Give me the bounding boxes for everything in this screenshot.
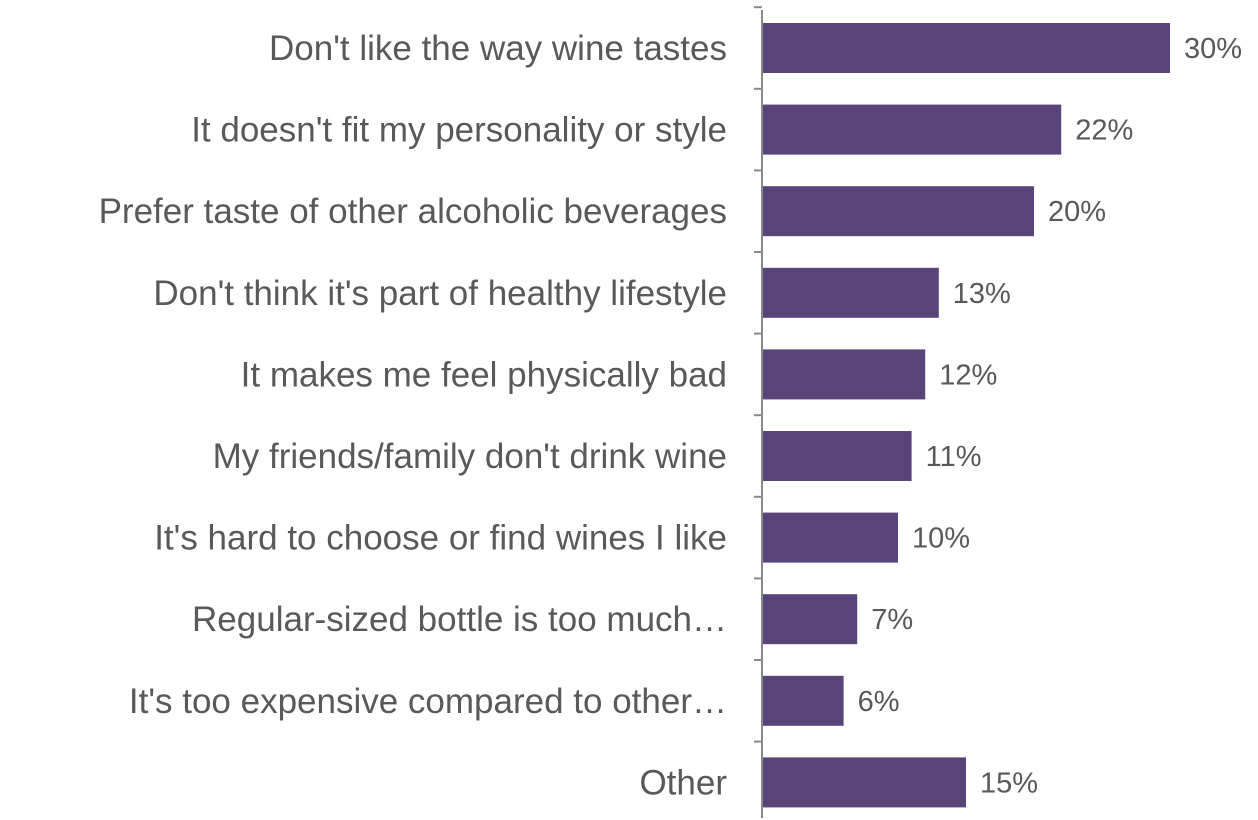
bar	[762, 512, 898, 563]
data-label: 22%	[1075, 115, 1133, 147]
category-label: My friends/family don't drink wine	[213, 437, 727, 476]
data-label: 10%	[912, 523, 970, 555]
bar	[762, 104, 1062, 155]
bars-layer	[762, 23, 1170, 808]
category-label: It's hard to choose or find wines I like	[154, 519, 727, 558]
data-label: 11%	[926, 441, 982, 473]
bar	[762, 757, 966, 808]
category-label: Don't like the way wine tastes	[269, 29, 727, 68]
category-label: It doesn't fit my personality or style	[191, 111, 727, 150]
bar	[762, 267, 939, 318]
bar	[762, 594, 858, 645]
bar	[762, 23, 1170, 73]
bar	[762, 186, 1034, 237]
category-label: Other	[639, 763, 727, 802]
category-label: Regular-sized bottle is too much…	[192, 600, 727, 639]
category-label: It's too expensive compared to other…	[129, 682, 727, 721]
category-label: Prefer taste of other alcoholic beverage…	[99, 192, 727, 231]
data-label: 12%	[939, 359, 997, 391]
data-label: 7%	[871, 604, 913, 636]
bar	[762, 675, 844, 726]
data-label: 13%	[953, 278, 1011, 310]
category-label: It makes me feel physically bad	[241, 355, 727, 394]
bar	[762, 431, 912, 481]
data-label: 30%	[1184, 33, 1242, 65]
data-label: 15%	[980, 767, 1038, 799]
labels-layer: Don't like the way wine tastes 30% It does…	[99, 29, 1242, 802]
bar	[762, 349, 926, 400]
data-label: 20%	[1048, 196, 1106, 228]
data-label: 6%	[858, 686, 900, 718]
category-axis	[754, 6, 763, 818]
category-label: Don't think it's part of healthy lifesty…	[153, 274, 727, 313]
